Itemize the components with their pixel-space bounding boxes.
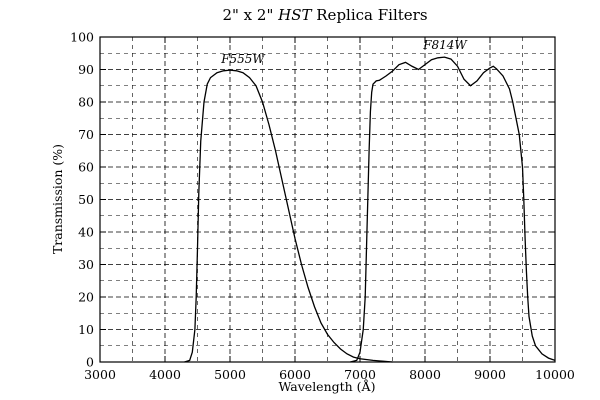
- tick-labels: 3000 4000 5000 6000 7000 8000 9000 10000 0 10 20 30…: [70, 30, 575, 383]
- y-tick-label: 50: [78, 192, 94, 207]
- x-tick-label: 3000: [84, 367, 116, 382]
- chart-title-part-3: Replica Filters: [312, 6, 428, 24]
- chart-title-part-2: HST: [277, 6, 312, 24]
- chart-title-part-1: 2" x 2": [222, 6, 278, 24]
- y-tick-label: 100: [70, 30, 94, 45]
- x-tick-label: 7000: [344, 367, 376, 382]
- y-tick-label: 0: [86, 355, 94, 370]
- series-label-f555w: F555W: [220, 52, 266, 66]
- y-tick-label: 80: [78, 95, 94, 110]
- x-tick-label: 8000: [409, 367, 441, 382]
- series-line-f555w: [184, 69, 393, 363]
- series-curves: [184, 56, 556, 363]
- x-axis-title: Wavelength (Å): [279, 379, 376, 394]
- y-tick-label: 10: [78, 322, 94, 337]
- x-tick-label: 9000: [474, 367, 506, 382]
- chart-title: 2" x 2" HST Replica Filters: [222, 6, 427, 24]
- x-tick-label: 10000: [535, 367, 575, 382]
- grid-lines: [100, 37, 555, 362]
- y-tick-label: 60: [78, 160, 94, 175]
- series-line-f814w: [350, 56, 556, 363]
- y-tick-label: 90: [78, 62, 94, 77]
- y-tick-label: 70: [78, 127, 94, 142]
- y-tick-label: 30: [78, 257, 94, 272]
- x-tick-label: 5000: [214, 367, 246, 382]
- y-tick-label: 40: [78, 225, 94, 240]
- x-tick-label: 4000: [149, 367, 181, 382]
- y-tick-label: 20: [78, 290, 94, 305]
- y-axis-title: Transmission (%): [50, 144, 65, 254]
- x-tick-label: 6000: [279, 367, 311, 382]
- series-label-f814w: F814W: [422, 38, 468, 52]
